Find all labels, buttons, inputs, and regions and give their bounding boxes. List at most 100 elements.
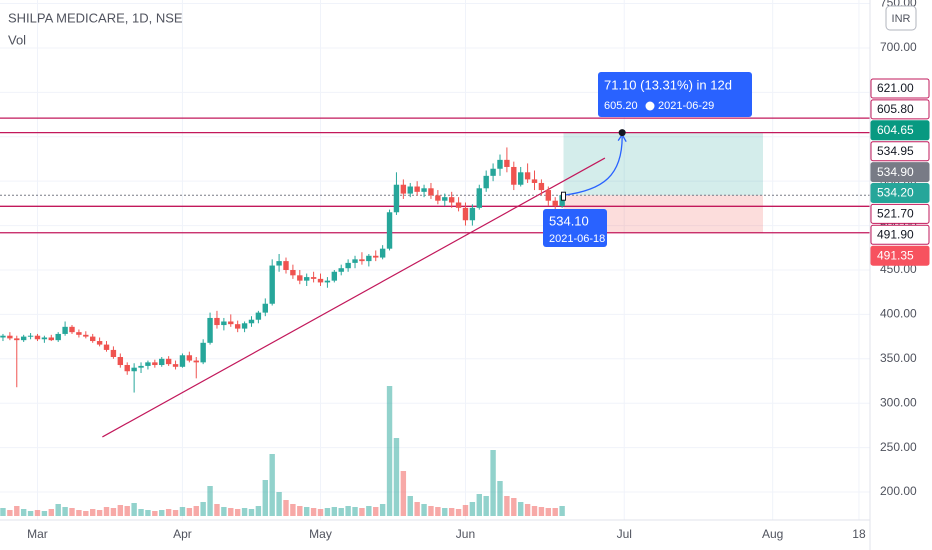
candle-body (386, 212, 393, 249)
start-price: 534.10 (549, 213, 589, 228)
price-label: 534.90 (877, 165, 914, 179)
volume-bar (366, 506, 372, 516)
candle-body (62, 326, 68, 334)
volume-label: Vol (8, 32, 26, 47)
volume-bar (538, 507, 545, 516)
price-label-box (870, 245, 930, 266)
volume-bar (469, 502, 476, 516)
volume-bar (117, 505, 124, 516)
volume-bar (310, 508, 317, 516)
candle-body (214, 317, 220, 326)
volume-bar (228, 508, 234, 516)
y-tick-label: 400.00 (880, 307, 917, 321)
volume-bar (214, 504, 220, 516)
candle-body (407, 186, 413, 194)
volume-bar (124, 506, 130, 516)
candle-body (7, 335, 13, 339)
candle-body (366, 255, 372, 262)
start-date: 2021-06-18 (549, 233, 605, 245)
candle-body (172, 364, 179, 367)
price-label: 534.20 (877, 186, 914, 200)
price-label: 491.35 (877, 248, 914, 262)
y-tick-label: 750.00 (880, 0, 917, 10)
candle-body (552, 200, 558, 207)
y-tick-label: 300.00 (880, 395, 917, 409)
candle-body (117, 357, 124, 366)
volume-bar (545, 508, 552, 516)
volume-bar (400, 471, 407, 516)
candle-body (297, 275, 303, 281)
candle-body (165, 358, 172, 365)
candle-body (41, 337, 48, 340)
candle-body (110, 349, 117, 358)
candle-body (497, 159, 503, 169)
candle-body (483, 175, 489, 189)
volume-bar (14, 506, 20, 516)
currency[interactable]: INR (892, 13, 911, 25)
candle-body (324, 280, 331, 283)
volume-bar (27, 511, 34, 516)
plot (0, 117, 870, 516)
trend-line (102, 157, 606, 438)
volume-bar (524, 504, 531, 516)
volume-bar (352, 507, 358, 516)
target-date: 2021-06-29 (658, 100, 714, 112)
price-label: 491.90 (877, 227, 914, 241)
candle-body (255, 312, 262, 320)
x-tick-label: 18 (852, 527, 866, 541)
candle-body (462, 207, 469, 221)
volume-bar (34, 510, 41, 516)
grid (0, 0, 870, 520)
volume-bar (324, 508, 331, 516)
price-label-box (870, 203, 930, 224)
currency-badge[interactable] (885, 5, 917, 31)
volume-bar (283, 500, 289, 516)
candle-body (511, 166, 517, 185)
candle-body (310, 277, 317, 279)
candle-body (20, 336, 27, 341)
candle-body (490, 168, 496, 176)
volume-bar (96, 510, 103, 516)
y-tick-label: 350.00 (880, 351, 917, 365)
volume-bar (269, 454, 275, 516)
price-label-box (870, 141, 930, 162)
candle-body (90, 336, 96, 342)
volume-bar (248, 509, 255, 516)
volume-bar (165, 509, 172, 516)
volume-bar (172, 510, 179, 516)
candle-body (152, 362, 158, 366)
candle-body (276, 261, 282, 266)
volume-bar (407, 496, 413, 516)
volume-bar (69, 508, 75, 516)
x-tick-label: May (309, 527, 332, 541)
candle-body (207, 317, 213, 343)
volume-bar (338, 508, 344, 516)
x-tick-label: Aug (762, 527, 783, 541)
volume-bar (497, 481, 503, 516)
volume-bar (90, 509, 96, 516)
price-label-box (870, 162, 930, 183)
candle-body (69, 326, 75, 333)
candle-body (55, 333, 61, 341)
volume-bar (414, 502, 420, 516)
candle-body (234, 324, 241, 329)
candle-body (428, 188, 434, 196)
candle-body (421, 188, 427, 192)
price-label: 604.65 (877, 123, 914, 137)
axes: 200.00250.00300.00350.00400.00450.00500.… (27, 0, 917, 541)
candle-body (179, 355, 186, 367)
volume-bar (462, 505, 469, 516)
volume-bar (234, 509, 241, 516)
price-label: 621.00 (877, 81, 914, 95)
candle-body (48, 337, 54, 341)
candle-body (373, 255, 379, 258)
candle-body (76, 332, 82, 335)
x-tick-label: Apr (173, 527, 192, 541)
volume-bar (138, 509, 144, 516)
candle-body (290, 269, 296, 276)
volume-bar (131, 503, 137, 516)
volume-bar (476, 494, 482, 516)
candle-body (317, 278, 324, 283)
candle-body (504, 159, 510, 167)
